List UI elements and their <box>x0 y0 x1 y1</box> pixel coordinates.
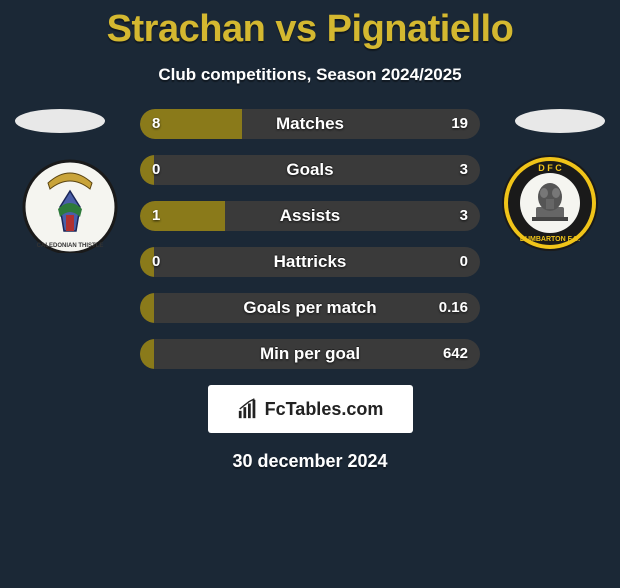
stat-row: Goals per match0.16 <box>140 293 480 323</box>
stat-bars: 8Matches190Goals31Assists30Hattricks0Goa… <box>140 109 480 369</box>
stat-label: Min per goal <box>140 339 480 369</box>
stat-row: 1Assists3 <box>140 201 480 231</box>
stat-row: 0Hattricks0 <box>140 247 480 277</box>
stat-value-right: 0 <box>460 247 468 277</box>
stat-label: Matches <box>140 109 480 139</box>
comparison-panel: CALEDONIAN THISTLE D F C DUMBARTON F.C. … <box>0 109 620 369</box>
svg-text:D F C: D F C <box>538 163 562 173</box>
shadow-ellipse-left <box>15 109 105 133</box>
stat-label: Assists <box>140 201 480 231</box>
stat-row: Min per goal642 <box>140 339 480 369</box>
subtitle: Club competitions, Season 2024/2025 <box>0 65 620 85</box>
stat-value-right: 3 <box>460 201 468 231</box>
shadow-ellipse-right <box>515 109 605 133</box>
footer-brand-text: FcTables.com <box>265 399 384 420</box>
date-label: 30 december 2024 <box>0 451 620 472</box>
svg-text:CALEDONIAN THISTLE: CALEDONIAN THISTLE <box>37 243 104 249</box>
stat-label: Goals per match <box>140 293 480 323</box>
stat-row: 8Matches19 <box>140 109 480 139</box>
svg-text:DUMBARTON F.C.: DUMBARTON F.C. <box>520 236 580 243</box>
stat-value-right: 0.16 <box>439 293 468 323</box>
fctables-logo: FcTables.com <box>208 385 413 433</box>
stat-value-right: 3 <box>460 155 468 185</box>
stat-label: Hattricks <box>140 247 480 277</box>
stat-value-right: 642 <box>443 339 468 369</box>
inverness-ct-crest: CALEDONIAN THISTLE <box>20 153 120 253</box>
page-title: Strachan vs Pignatiello <box>0 8 620 51</box>
stat-label: Goals <box>140 155 480 185</box>
stat-value-right: 19 <box>451 109 468 139</box>
dumbarton-fc-crest: D F C DUMBARTON F.C. <box>500 153 600 253</box>
stat-row: 0Goals3 <box>140 155 480 185</box>
